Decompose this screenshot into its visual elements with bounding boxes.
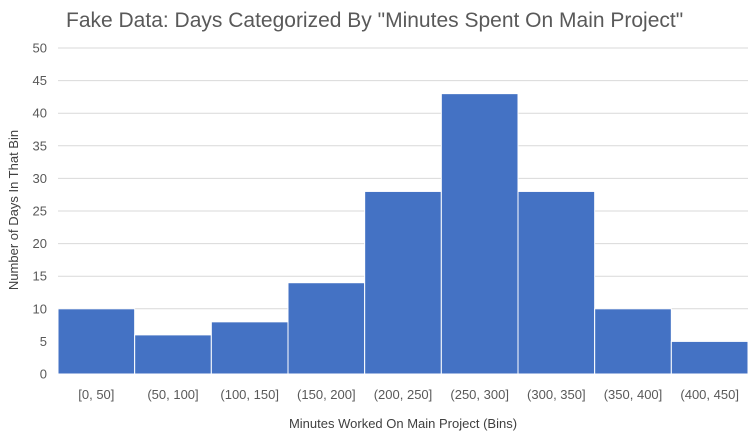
x-axis-ticks: [0, 50] (50, 100] (100, 150] (150, 200] (200… xyxy=(78,387,739,402)
bar xyxy=(134,334,212,375)
x-tick-label: (400, 450] xyxy=(680,387,739,402)
bar xyxy=(594,308,672,375)
y-tick-label: 5 xyxy=(40,334,47,349)
x-tick-label: (300, 350] xyxy=(527,387,586,402)
x-tick-label: (150, 200] xyxy=(297,387,356,402)
bar xyxy=(440,93,519,375)
y-tick-label: 25 xyxy=(33,204,47,219)
y-tick-label: 10 xyxy=(33,301,47,316)
y-axis-ticks: 0 5 10 15 20 25 30 35 40 45 50 xyxy=(33,41,47,382)
y-tick-label: 20 xyxy=(33,236,47,251)
bars xyxy=(57,93,749,375)
y-axis-label: Number of Days In That Bin xyxy=(6,130,21,290)
y-tick-label: 35 xyxy=(33,138,47,153)
y-tick-label: 30 xyxy=(33,171,47,186)
bar xyxy=(287,282,366,375)
y-tick-label: 50 xyxy=(33,41,47,56)
bar xyxy=(57,308,136,375)
x-tick-label: (350, 400] xyxy=(604,387,663,402)
x-tick-label: (200, 250] xyxy=(374,387,433,402)
chart-title: Fake Data: Days Categorized By "Minutes … xyxy=(66,9,683,32)
x-axis-label: Minutes Worked On Main Project (Bins) xyxy=(289,416,517,431)
y-tick-label: 40 xyxy=(33,106,47,121)
x-tick-label: [0, 50] xyxy=(78,387,114,402)
bar xyxy=(364,190,442,375)
x-tick-label: (100, 150] xyxy=(220,387,279,402)
bar xyxy=(517,190,596,375)
y-tick-label: 0 xyxy=(40,367,47,382)
y-tick-label: 45 xyxy=(33,73,47,88)
x-tick-label: (250, 300] xyxy=(450,387,509,402)
bar xyxy=(210,321,289,375)
y-tick-label: 15 xyxy=(33,269,47,284)
bar xyxy=(670,340,749,375)
x-tick-label: (50, 100] xyxy=(147,387,198,402)
